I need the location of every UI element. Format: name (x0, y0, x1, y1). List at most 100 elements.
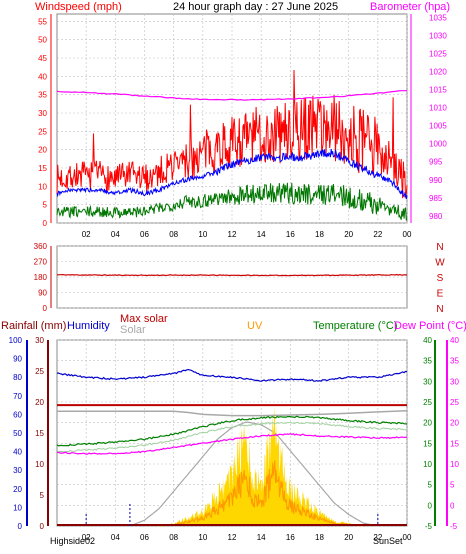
env-x-tick: 18 (315, 533, 324, 542)
dew-y-tick: 5 (450, 481, 455, 490)
dir-plot-frame (56, 245, 408, 309)
highside-marker-label: Highside02 (50, 536, 95, 546)
temp-y-tick: 40 (423, 336, 432, 345)
humidity-series-line (57, 368, 408, 382)
wind-x-tick: 12 (228, 230, 237, 239)
env-x-tick: 10 (198, 533, 207, 542)
wind-x-tick: 02 (82, 230, 91, 239)
uv-label: UV (247, 320, 263, 332)
solar-line (57, 409, 408, 417)
dewpoint-label: Dew Point (°C) (394, 320, 466, 332)
rain-y-tick: 0 (40, 522, 45, 531)
env-x-tick: 20 (344, 533, 353, 542)
baro-y-tick: 985 (429, 194, 443, 203)
baro-y-tick: 1015 (429, 86, 447, 95)
dew-y-tick: 25 (450, 398, 459, 407)
baro-series-line (56, 90, 407, 101)
dir-y-tick: 180 (34, 273, 48, 282)
wind-y-tick: 15 (38, 164, 47, 173)
avg-series-line (56, 148, 408, 200)
dew-y-tick: 10 (450, 460, 459, 469)
baro-y-tick: 980 (429, 212, 443, 221)
solar-label: Solar (120, 324, 146, 336)
baro-y-tick: 1035 (429, 14, 447, 23)
humidity-y-tick: 10 (13, 503, 22, 512)
baro-y-tick: 1020 (429, 68, 447, 77)
dir-y-tick: 270 (34, 258, 48, 267)
wind-x-tick: 10 (198, 230, 207, 239)
temp-y-tick: 25 (423, 398, 432, 407)
wind-y-tick: 35 (38, 91, 47, 100)
dew-y-tick: 15 (450, 439, 459, 448)
dew-y-tick: 30 (450, 377, 459, 386)
env-x-tick: 02 (82, 533, 91, 542)
dir-y-tick: 90 (38, 289, 47, 298)
baro-y-tick: 1005 (429, 122, 447, 131)
wind-x-tick: 04 (111, 230, 120, 239)
wind-x-tick: 14 (257, 230, 266, 239)
wind-y-tick: 10 (38, 182, 47, 191)
temp-y-tick: -5 (425, 522, 433, 531)
rain-y-tick: 15 (35, 429, 44, 438)
humidity-label: Humidity (67, 320, 110, 332)
baro-y-tick: 1010 (429, 104, 447, 113)
wind-x-tick: 16 (286, 230, 295, 239)
humidity-y-tick: 30 (13, 466, 22, 475)
env-x-tick: 14 (257, 533, 266, 542)
temp-y-tick: 20 (423, 419, 432, 428)
baro-y-tick: 995 (429, 158, 443, 167)
baro-y-tick: 1030 (429, 32, 447, 41)
temp-y-tick: 15 (423, 439, 432, 448)
humidity-y-tick: 40 (13, 448, 22, 457)
compass-label: E (437, 289, 444, 300)
humidity-y-tick: 90 (13, 355, 22, 364)
env-x-tick: 16 (286, 533, 295, 542)
wind-baro-panel: 0510152025303540455055980985990995100010… (38, 13, 447, 239)
temp-y-tick: 5 (428, 481, 433, 490)
rain-y-tick: 30 (35, 336, 44, 345)
rain-y-tick: 5 (40, 491, 45, 500)
wind-y-tick: 55 (38, 17, 47, 26)
low-series-line (56, 182, 408, 221)
wind-y-tick: 45 (38, 54, 47, 63)
rain-y-tick: 20 (35, 398, 44, 407)
wind-y-tick: 40 (38, 72, 47, 81)
wind-y-tick: 0 (43, 219, 48, 228)
wind-y-tick: 50 (38, 36, 47, 45)
humidity-y-tick: 100 (9, 336, 23, 345)
dir-y-tick: 360 (34, 242, 48, 251)
dew-y-tick: 35 (450, 357, 459, 366)
humidity-y-tick: 60 (13, 410, 22, 419)
dir-y-tick: 0 (43, 304, 48, 313)
dir-series-line (57, 273, 408, 277)
solar-curve-line (129, 421, 378, 527)
wind-x-tick: 22 (373, 230, 382, 239)
dew-y-tick: 40 (450, 336, 459, 345)
env-x-tick: 06 (140, 533, 149, 542)
temp-y-tick: 0 (428, 501, 433, 510)
temp-series-line (56, 415, 408, 447)
wind-x-tick: 20 (344, 230, 353, 239)
wind-x-tick: 08 (169, 230, 178, 239)
humidity-y-tick: 0 (18, 522, 23, 531)
windspeed-label: Windspeed (mph) (35, 1, 122, 13)
wind-y-tick: 25 (38, 127, 47, 136)
env-x-tick: 22 (373, 533, 382, 542)
env-x-tick: 00 (403, 533, 412, 542)
env-x-tick: 12 (228, 533, 237, 542)
dew-y-tick: 0 (450, 501, 455, 510)
baro-y-tick: 1000 (429, 140, 447, 149)
sunset-marker-label: SunSet (373, 536, 403, 546)
compass-label: S (437, 273, 444, 284)
humidity-y-tick: 80 (13, 373, 22, 382)
humidity-y-tick: 70 (13, 392, 22, 401)
env-x-tick: 04 (111, 533, 120, 542)
compass-label: N (436, 242, 443, 253)
temp-y-tick: 35 (423, 357, 432, 366)
dew-series-line (56, 433, 408, 455)
humidity-y-tick: 50 (13, 429, 22, 438)
env-x-tick: 08 (169, 533, 178, 542)
